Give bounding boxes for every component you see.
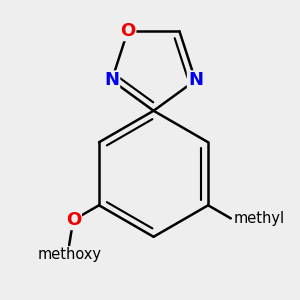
Text: O: O — [120, 22, 135, 40]
Text: N: N — [104, 71, 119, 89]
Text: methyl: methyl — [233, 211, 284, 226]
Text: O: O — [66, 211, 81, 229]
Text: N: N — [188, 71, 203, 89]
Text: methoxy: methoxy — [37, 248, 101, 262]
